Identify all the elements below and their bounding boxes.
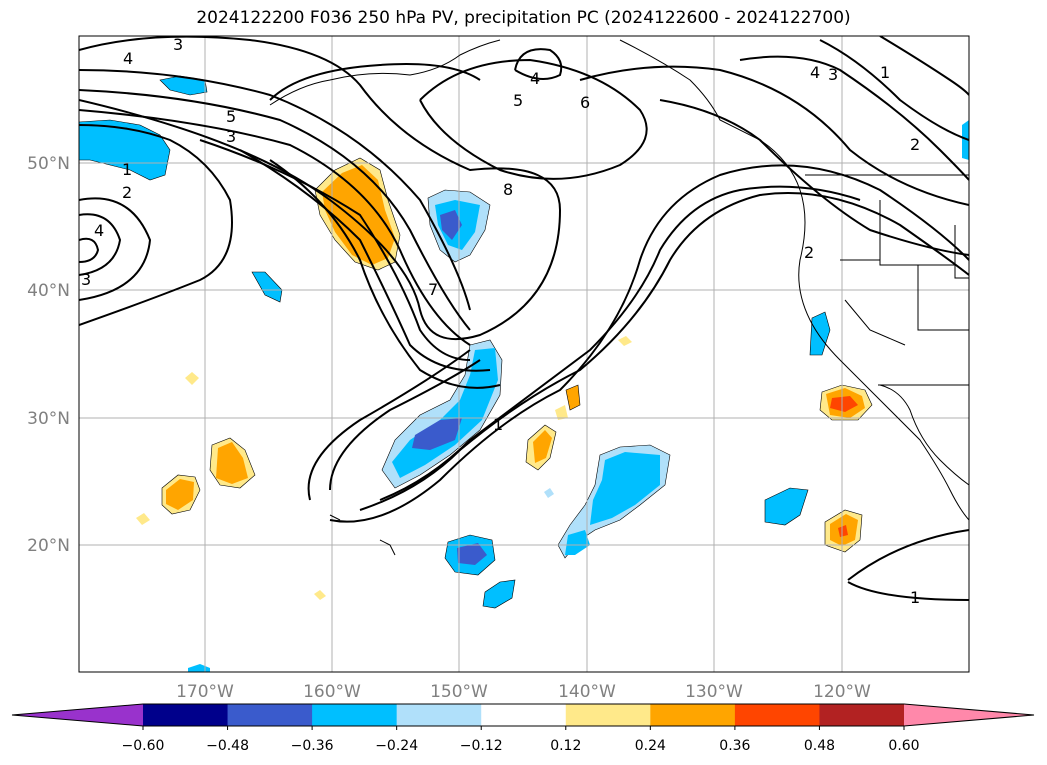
- coastlines: [269, 39, 969, 556]
- latitude-labels: 50°N 40°N 30°N 20°N: [27, 154, 70, 556]
- contour-labels: 3 4 4 5 6 4 3 1 2 1 2 4 3 8 7 1 2 1 5 3: [81, 35, 920, 607]
- contour-label: 7: [428, 280, 438, 299]
- colorbar-swatch: [143, 704, 229, 726]
- map-title: 2024122200 F036 250 hPa PV, precipitatio…: [196, 8, 851, 28]
- map-area: [79, 36, 969, 672]
- colorbar-extend-high: [904, 704, 1034, 726]
- svg-text:3: 3: [226, 127, 236, 146]
- colorbar-swatch: [481, 704, 567, 726]
- colorbar-swatch: [565, 704, 651, 726]
- lat-label: 40°N: [27, 281, 70, 301]
- contour-label: 1: [910, 588, 920, 607]
- longitude-labels: 170°W 160°W 150°W 140°W 130°W 120°W: [176, 682, 871, 702]
- contour-label: 4: [123, 49, 133, 68]
- colorbar-tick-label: 0.12: [550, 738, 581, 754]
- colorbar-tick-label: −0.36: [291, 738, 334, 754]
- colorbar-tick-label: −0.24: [375, 738, 418, 754]
- colorbar: −0.60 −0.48 −0.36 −0.24 −0.12 0.12 0.24 0.36 0.4…: [11, 703, 1035, 754]
- contour-label: 5: [513, 91, 523, 110]
- contour-label: 2: [804, 243, 814, 262]
- contour-label: 3: [173, 35, 183, 54]
- contour-label: 1: [493, 415, 503, 434]
- graticule: [79, 36, 969, 672]
- contour-label: 3: [81, 270, 91, 289]
- svg-text:5: 5: [226, 107, 236, 126]
- lat-label: 20°N: [27, 536, 70, 556]
- lon-label: 150°W: [430, 682, 488, 702]
- colorbar-swatch: [819, 704, 905, 726]
- lon-label: 140°W: [558, 682, 616, 702]
- contour-label: 4: [530, 69, 540, 88]
- pv-contours: [79, 36, 969, 601]
- colorbar-tick-label: 0.48: [804, 738, 835, 754]
- lon-label: 120°W: [813, 682, 871, 702]
- colorbar-swatch: [396, 704, 482, 726]
- contour-label: 3: [828, 65, 838, 84]
- colorbar-tick-label: 0.36: [719, 738, 750, 754]
- colorbar-swatch: [312, 704, 398, 726]
- contour-label: 8: [503, 180, 513, 199]
- lat-label: 50°N: [27, 154, 70, 174]
- colorbar-tick-label: −0.48: [206, 738, 249, 754]
- colorbar-swatch: [227, 704, 313, 726]
- contour-label: 4: [94, 221, 104, 240]
- colorbar-swatch: [650, 704, 736, 726]
- colorbar-tick-label: −0.60: [122, 738, 165, 754]
- contour-label: 1: [122, 160, 132, 179]
- precip-area-nw: [79, 119, 171, 181]
- contour-label: 6: [580, 93, 590, 112]
- precip-negative-areas: [79, 75, 969, 672]
- lon-label: 130°W: [685, 682, 743, 702]
- lat-label: 30°N: [27, 409, 70, 429]
- contour-label: 2: [122, 183, 132, 202]
- colorbar-swatch: [734, 704, 820, 726]
- lon-label: 170°W: [176, 682, 234, 702]
- colorbar-tick-label: −0.12: [460, 738, 503, 754]
- colorbar-extend-low: [12, 704, 143, 726]
- contour-label: 4: [810, 63, 820, 82]
- colorbar-tick-label: 0.60: [888, 738, 919, 754]
- map-frame: [78, 35, 970, 673]
- colorbar-tick-label: 0.24: [635, 738, 666, 754]
- contour-label: 2: [910, 135, 920, 154]
- lon-label: 160°W: [303, 682, 361, 702]
- contour-label: 1: [880, 63, 890, 82]
